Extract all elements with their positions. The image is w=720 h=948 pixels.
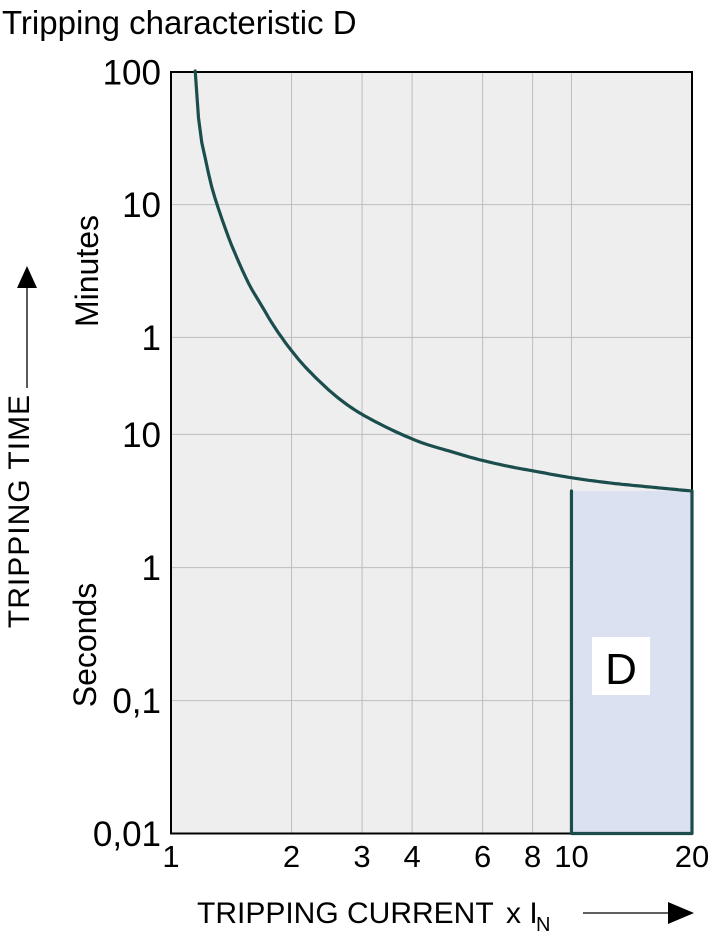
svg-text:0,01: 0,01 bbox=[93, 815, 161, 854]
svg-text:2: 2 bbox=[283, 839, 300, 874]
svg-text:10: 10 bbox=[122, 416, 161, 455]
svg-text:6: 6 bbox=[474, 839, 491, 874]
svg-text:4: 4 bbox=[403, 839, 420, 874]
svg-text:1: 1 bbox=[162, 839, 179, 874]
svg-text:TRIPPING CURRENT: TRIPPING CURRENT bbox=[197, 897, 494, 930]
svg-text:Minutes: Minutes bbox=[69, 215, 105, 327]
svg-text:100: 100 bbox=[103, 54, 161, 93]
svg-text:10: 10 bbox=[122, 186, 161, 225]
svg-text:10: 10 bbox=[554, 839, 588, 874]
svg-text:x I: x I bbox=[506, 897, 538, 930]
svg-text:D: D bbox=[605, 645, 637, 694]
svg-text:TRIPPING TIME: TRIPPING TIME bbox=[3, 394, 36, 628]
svg-text:8: 8 bbox=[524, 839, 541, 874]
svg-text:0,1: 0,1 bbox=[112, 682, 161, 721]
svg-text:1: 1 bbox=[142, 549, 161, 588]
svg-text:N: N bbox=[536, 914, 550, 936]
svg-text:3: 3 bbox=[353, 839, 370, 874]
svg-text:Seconds: Seconds bbox=[67, 583, 103, 708]
svg-text:Tripping characteristic D: Tripping characteristic D bbox=[2, 4, 357, 41]
svg-text:1: 1 bbox=[142, 319, 161, 358]
svg-text:20: 20 bbox=[675, 839, 709, 874]
